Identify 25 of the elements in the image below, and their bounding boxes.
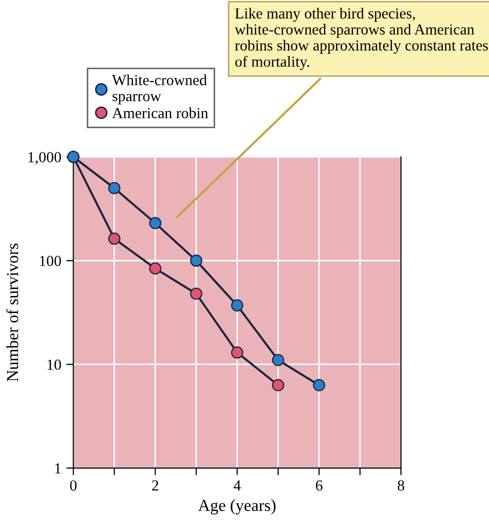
point <box>272 379 284 392</box>
point <box>108 232 120 245</box>
x-tick-label: 4 <box>234 480 241 490</box>
point <box>231 299 244 312</box>
x-tick-label: 8 <box>398 480 404 491</box>
point <box>272 354 284 366</box>
text: Like many other bird species, white-crowned sparrows and American robins show approximately constant rates of mortality. <box>234 8 488 70</box>
y-tick-label: 100 <box>40 256 61 266</box>
y-axis-title: Number of survivors <box>6 244 18 382</box>
legend-label: American robin <box>112 108 208 118</box>
point <box>190 254 202 267</box>
point <box>312 379 326 392</box>
point <box>231 346 244 359</box>
y-tick-label: 1 <box>55 463 61 474</box>
x-tick-label: 0 <box>70 480 77 491</box>
x-axis-title: Age (years) <box>198 499 276 514</box>
point <box>149 262 162 275</box>
point <box>108 182 120 194</box>
point <box>149 216 162 230</box>
point <box>190 288 202 300</box>
y-tick-label: 10 <box>48 360 61 370</box>
y-tick-label: 1,000 <box>28 152 61 165</box>
legend-label: White-crowned sparrow <box>112 74 207 104</box>
x-tick-label: 6 <box>316 480 322 491</box>
x-tick-label: 2 <box>152 480 158 490</box>
